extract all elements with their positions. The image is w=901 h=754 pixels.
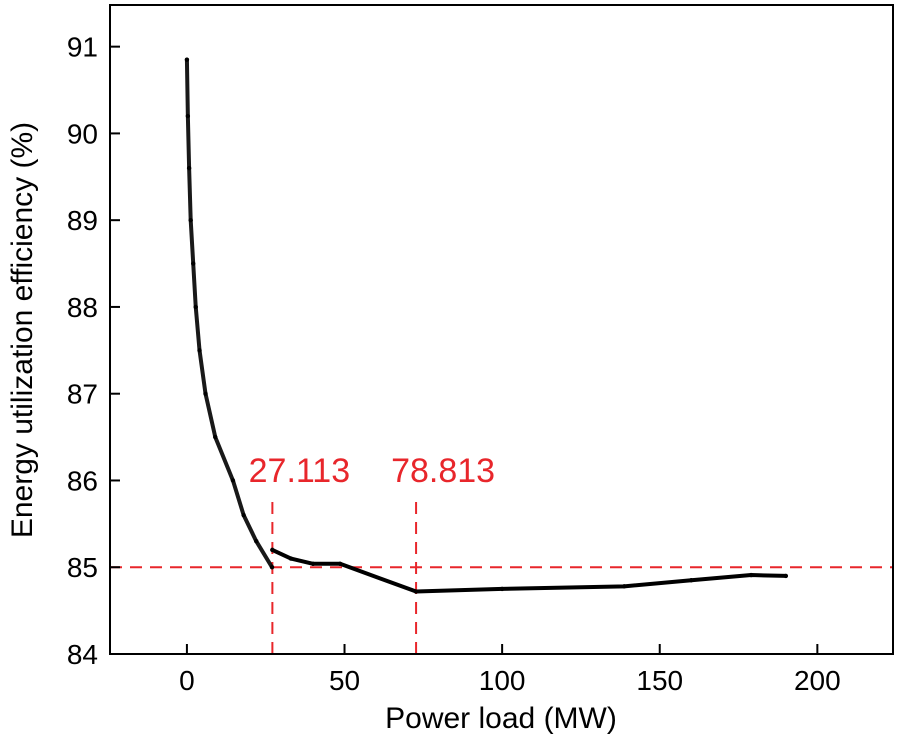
x-tick-label: 50 bbox=[329, 665, 360, 696]
reference-lines bbox=[110, 497, 893, 654]
x-tick-label: 200 bbox=[794, 665, 841, 696]
data-point bbox=[254, 539, 259, 544]
data-point bbox=[621, 584, 627, 589]
data-point bbox=[241, 512, 246, 518]
data-point bbox=[186, 165, 192, 171]
data-point bbox=[184, 57, 190, 62]
data-point bbox=[413, 589, 419, 594]
data-point bbox=[197, 348, 202, 353]
data-point bbox=[270, 547, 275, 553]
data-point bbox=[337, 561, 343, 566]
data-point bbox=[310, 561, 316, 566]
x-tick-label: 0 bbox=[179, 665, 195, 696]
data-point bbox=[185, 113, 191, 119]
y-tick-label: 90 bbox=[67, 118, 98, 149]
y-axis-label: Energy utilization efficiency (%) bbox=[6, 122, 39, 538]
y-tick-label: 89 bbox=[67, 205, 98, 236]
plot-frame bbox=[109, 4, 894, 655]
annotation-27113: 27.113 bbox=[249, 452, 350, 490]
data-point bbox=[203, 391, 208, 396]
y-tick-label: 87 bbox=[67, 379, 98, 410]
x-axis: 0 50 100 150 200 bbox=[179, 644, 841, 696]
data-point bbox=[191, 261, 196, 266]
data-point bbox=[689, 578, 694, 583]
data-point bbox=[269, 565, 275, 570]
x-tick-label: 150 bbox=[636, 665, 683, 696]
y-tick-label: 85 bbox=[67, 552, 98, 583]
y-tick-label: 91 bbox=[67, 32, 98, 63]
annotation-78813: 78.813 bbox=[391, 452, 495, 490]
y-tick-label: 88 bbox=[67, 292, 98, 323]
x-axis-label: Power load (MW) bbox=[385, 702, 617, 735]
x-tick-label: 100 bbox=[479, 665, 526, 696]
curves bbox=[184, 57, 789, 594]
data-point bbox=[288, 556, 294, 561]
y-axis: 84 85 86 87 88 89 90 91 bbox=[67, 32, 120, 670]
y-tick-label: 84 bbox=[67, 639, 98, 670]
data-point bbox=[193, 304, 198, 310]
data-point bbox=[499, 586, 505, 592]
data-point bbox=[213, 434, 218, 440]
data-point bbox=[188, 217, 193, 223]
series-line-segment-1 bbox=[184, 57, 275, 570]
series-line-segment-2 bbox=[270, 547, 788, 594]
data-point bbox=[230, 478, 236, 483]
y-tick-label: 86 bbox=[67, 465, 98, 496]
data-point bbox=[783, 573, 789, 579]
data-point bbox=[748, 572, 754, 578]
